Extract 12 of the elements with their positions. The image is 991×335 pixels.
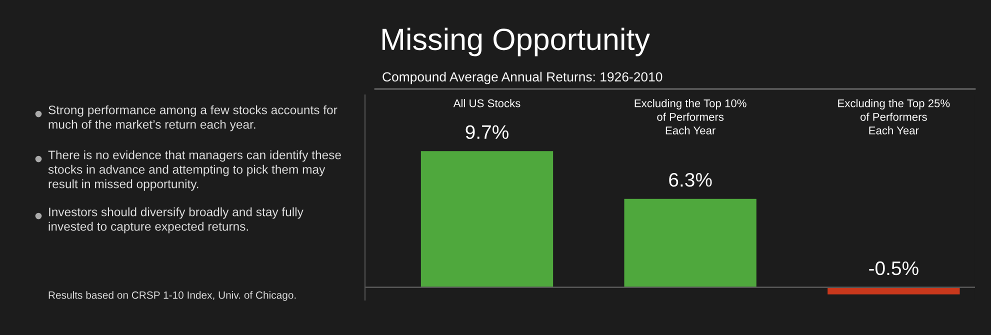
chart-title: Missing Opportunity (382, 28, 650, 56)
data-label: -0.5% (869, 261, 918, 276)
x-tick-label: Excluding the Top 10% of Performers Each Year (634, 99, 746, 134)
text: There is no evidence that managers can identify these stocks in advance and attempting to pick them may result in missed opportunity. (48, 150, 341, 191)
text: Strong performance among a few stocks accounts for much of the market’s return each year. (48, 105, 338, 132)
text: Results based on CRSP 1-10 Index, Univ. of Chicago. (48, 291, 296, 301)
data-label: 6.3% (669, 172, 712, 187)
chart-subtitle: Compound Average Annual Returns: 1926-2010 (382, 72, 662, 84)
x-tick-label: All US Stocks (453, 99, 520, 108)
data-label: 9.7% (466, 125, 508, 139)
x-tick-label: Excluding the Top 25% of Performers Each Year (838, 99, 950, 134)
text: Investors should diversify broadly and stay fully invested to capture expected returns. (48, 207, 304, 234)
